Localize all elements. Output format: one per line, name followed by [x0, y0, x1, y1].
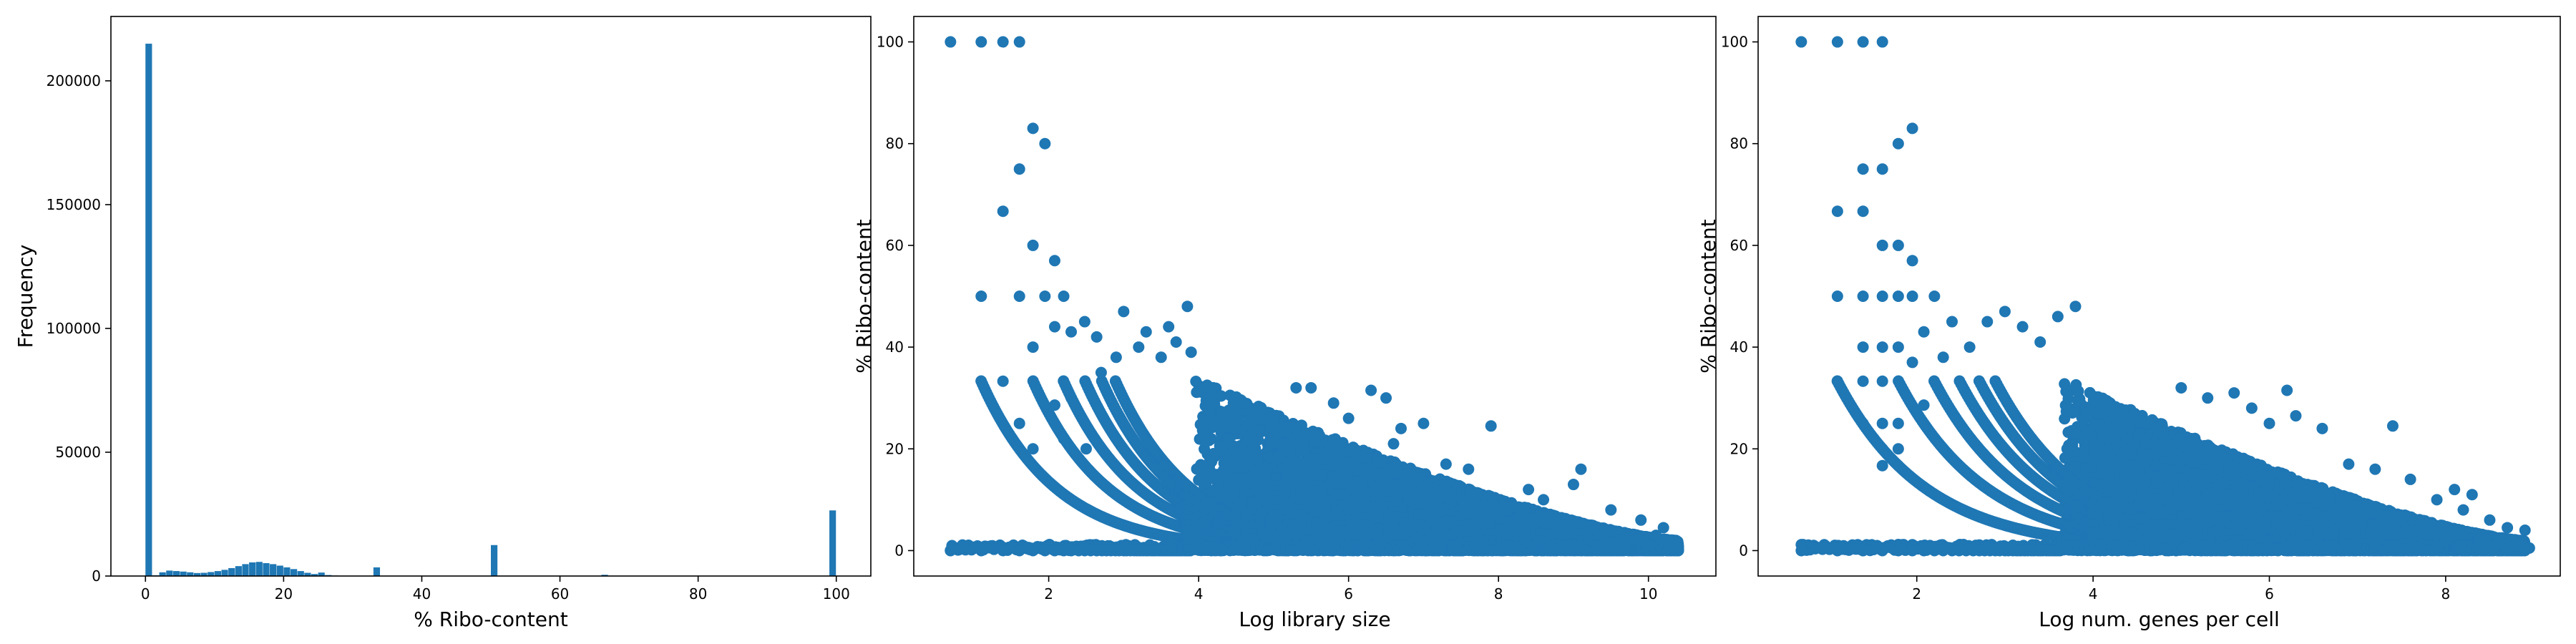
point-cloud	[1190, 376, 1684, 557]
plot-area	[945, 36, 1684, 557]
histogram-bar	[491, 545, 498, 576]
histogram-bar	[172, 571, 180, 576]
scatter-point	[1190, 376, 1202, 388]
histogram-bar	[311, 574, 318, 576]
y-axis-label: Frequency	[14, 245, 37, 348]
histogram-bar	[187, 572, 194, 576]
y-tick-label: 0	[92, 567, 101, 585]
histogram-bar	[235, 566, 242, 576]
histogram-bar	[255, 562, 263, 576]
y-tick-label: 150000	[47, 196, 101, 213]
histogram-bar	[242, 564, 249, 576]
histogram-bar	[829, 510, 836, 576]
x-tick-label: 0	[141, 585, 150, 602]
histogram-bar	[180, 571, 187, 576]
histogram-bar	[283, 567, 291, 576]
histogram-bar	[200, 572, 208, 576]
histogram-bar	[270, 564, 277, 576]
histogram-bar	[318, 572, 325, 576]
histogram-bar	[228, 567, 235, 576]
histogram-bar	[221, 570, 228, 576]
histogram-bar	[263, 563, 270, 576]
histogram-bar	[297, 571, 304, 576]
scatter-point	[1191, 386, 1203, 399]
axes-frame	[110, 16, 872, 577]
x-tick-label: 20	[275, 585, 293, 602]
x-tick-label: 40	[413, 585, 431, 602]
x-axis-label: % Ribo-content	[414, 608, 567, 631]
histogram-bar	[208, 572, 215, 576]
y-tick-label: 100000	[47, 320, 101, 337]
ribo-histogram-panel: 0 20 40 60 80 100 0 50000 100000 150000 200000 % Ri…	[14, 16, 872, 631]
x-tick-label: 60	[551, 585, 569, 602]
plot-area	[145, 44, 836, 576]
histogram-bar	[304, 572, 311, 576]
y-tick-label: 200000	[47, 72, 101, 89]
y-tick-label: 50000	[55, 444, 101, 461]
x-tick-label: 100	[823, 585, 850, 602]
histogram-bar	[276, 565, 283, 576]
histogram-bar	[145, 44, 152, 576]
histogram-bar	[193, 572, 201, 576]
histogram-bar	[291, 569, 298, 576]
histogram-bar	[373, 567, 381, 576]
histogram-bar	[166, 570, 173, 576]
histogram-bar	[159, 572, 166, 576]
histogram-bar	[249, 562, 256, 576]
histogram-bar	[601, 575, 608, 576]
x-tick-label: 80	[689, 585, 707, 602]
histogram-bar	[214, 571, 221, 576]
